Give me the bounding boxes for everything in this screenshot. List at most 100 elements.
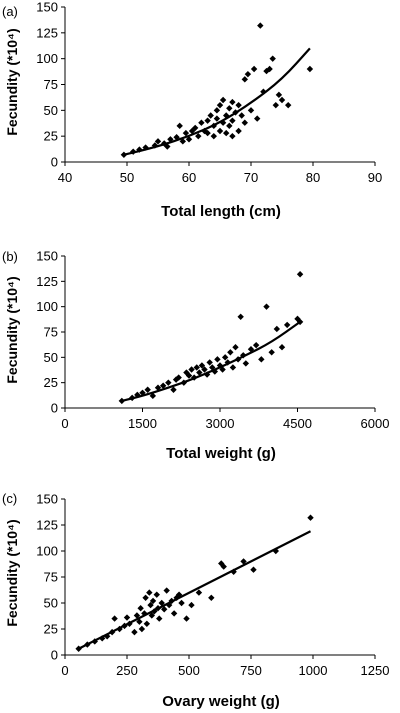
data-point [241, 76, 248, 83]
data-point [220, 563, 227, 570]
data-point [204, 117, 211, 124]
y-tick-label: 100 [36, 51, 58, 66]
data-point [273, 325, 281, 333]
data-point [142, 594, 149, 601]
data-point [283, 321, 291, 329]
x-tick-label: 1000 [299, 663, 328, 678]
x-tick-label: 500 [178, 663, 200, 678]
data-point [170, 386, 177, 393]
y-tick-label: 0 [51, 401, 58, 416]
data-point [266, 65, 273, 73]
y-tick-label: 150 [36, 249, 58, 264]
trend-line [78, 530, 312, 650]
data-point [173, 594, 180, 601]
data-point [230, 568, 237, 575]
y-tick-label: 0 [51, 155, 58, 170]
data-point [198, 362, 206, 369]
data-point [240, 558, 247, 565]
data-point [285, 101, 292, 109]
data-point [250, 566, 257, 573]
data-point [188, 601, 195, 609]
data-point [120, 151, 128, 158]
x-tick-label: 80 [306, 170, 320, 185]
data-point [232, 344, 239, 351]
x-tick-label: 1250 [361, 663, 390, 678]
panel-b: (b) Fecundity (*10⁴) Total weight (g) 0 2… [2, 249, 389, 463]
data-point [247, 107, 255, 114]
data-point [258, 356, 265, 363]
data-point [254, 115, 261, 122]
data-point [123, 614, 131, 621]
data-point [229, 132, 236, 140]
data-point [229, 98, 236, 106]
data-point [208, 594, 215, 601]
data-point [103, 633, 111, 640]
x-axis-label: Total weight (g) [166, 445, 276, 462]
data-point [188, 366, 195, 373]
y-tick-label: 75 [44, 570, 58, 585]
data-point [206, 359, 213, 366]
data-point [226, 105, 233, 112]
y-tick-label: 75 [44, 325, 58, 340]
y-tick-label: 125 [36, 274, 58, 289]
data-point [136, 618, 143, 625]
data-point [252, 341, 260, 349]
data-point [154, 138, 162, 145]
data-point [178, 599, 185, 607]
data-point [138, 625, 146, 633]
x-tick-label: 750 [240, 663, 262, 678]
y-tick-label: 125 [36, 518, 58, 533]
data-point [216, 362, 224, 369]
trend-line [121, 320, 301, 402]
data-point [224, 359, 231, 366]
x-tick-label: 0 [61, 416, 68, 431]
data-point [229, 364, 237, 371]
plot-area: 0 25 50 75 100 125 150 40 50 60 70 80 90 [36, 0, 382, 185]
data-point [216, 127, 224, 135]
data-point [149, 392, 157, 400]
data-point [278, 344, 286, 351]
data-point [111, 615, 118, 622]
x-tick-label: 250 [116, 663, 138, 678]
y-tick-label: 150 [36, 492, 58, 507]
y-axis-label: Fecundity (*10⁴) [4, 519, 20, 626]
data-point [175, 591, 183, 598]
data-point [268, 349, 275, 356]
y-tick-label: 25 [44, 622, 58, 637]
data-point [201, 366, 208, 373]
data-point [260, 88, 267, 95]
data-point [159, 382, 167, 389]
y-axis-label: Fecundity (*10⁴) [4, 28, 20, 135]
data-point [182, 129, 190, 137]
data-point [238, 112, 245, 119]
x-tick-label: 1500 [128, 416, 157, 431]
y-tick-label: 150 [36, 0, 58, 15]
data-point [278, 96, 286, 104]
panel-label: (a) [2, 4, 18, 19]
x-tick-label: 6000 [361, 416, 390, 431]
data-point [192, 124, 199, 132]
data-point [198, 119, 205, 126]
x-tick-label: 4500 [283, 416, 312, 431]
x-tick-label: 70 [244, 170, 258, 185]
data-point [235, 127, 242, 135]
panel-label: (c) [2, 491, 17, 506]
y-tick-label: 125 [36, 25, 58, 40]
y-tick-label: 25 [44, 129, 58, 144]
plot-area: 0 25 50 75 100 125 150 0 250 500 750 1000 1250 [36, 492, 389, 679]
data-point [156, 615, 163, 622]
y-tick-label: 100 [36, 299, 58, 314]
data-point [229, 117, 236, 124]
y-tick-label: 75 [44, 77, 58, 92]
data-point [201, 127, 208, 135]
data-point [175, 374, 182, 381]
data-point [223, 129, 230, 137]
data-point [214, 356, 221, 363]
data-point [275, 91, 283, 99]
data-point [133, 612, 141, 619]
data-point [306, 65, 314, 73]
data-point [193, 364, 200, 371]
data-point [226, 122, 233, 130]
